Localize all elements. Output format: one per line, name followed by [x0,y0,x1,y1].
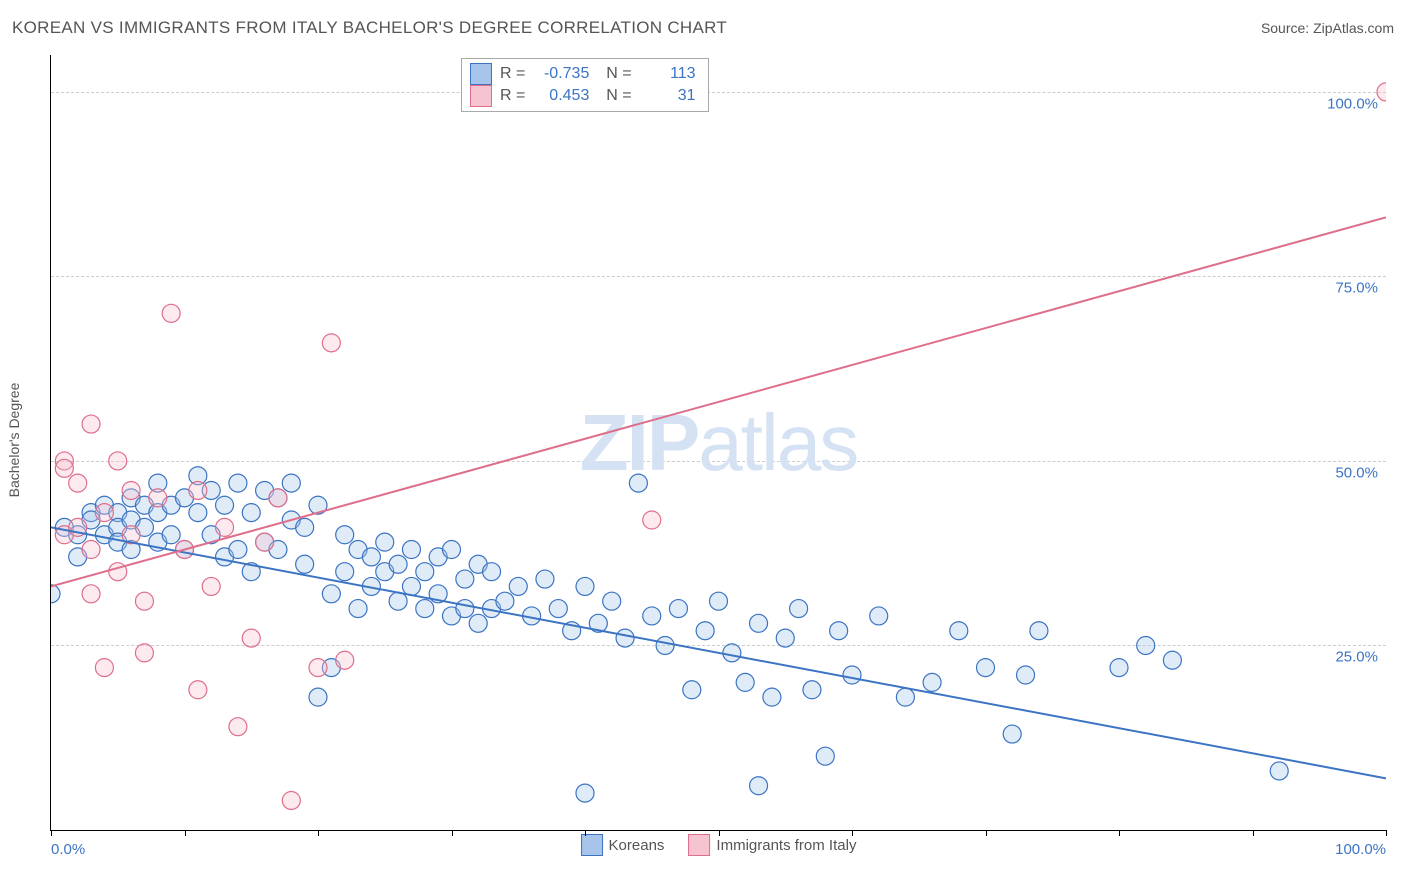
correlation-legend: R =-0.735 N =113 R =0.453 N =31 [461,58,709,112]
legend-bottom: Koreans Immigrants from Italy [581,834,857,856]
x-tick-label: 0.0% [51,841,85,858]
plot-area: 25.0%50.0%75.0%100.0% ZIPatlas R =-0.735… [50,55,1386,831]
legend-row-italy: R =0.453 N =31 [470,85,696,107]
source-attribution: Source: ZipAtlas.com [1261,20,1394,36]
swatch-italy [470,85,492,107]
chart-title: KOREAN VS IMMIGRANTS FROM ITALY BACHELOR… [12,18,727,38]
swatch-koreans [470,63,492,85]
swatch-koreans-bottom [581,834,603,856]
scatter-svg [51,55,1386,830]
legend-item-koreans: Koreans [581,834,665,856]
legend-item-italy: Immigrants from Italy [688,834,856,856]
x-tick-label: 100.0% [1335,841,1386,858]
swatch-italy-bottom [688,834,710,856]
legend-row-koreans: R =-0.735 N =113 [470,63,696,85]
y-axis-label: Bachelor's Degree [6,383,22,498]
